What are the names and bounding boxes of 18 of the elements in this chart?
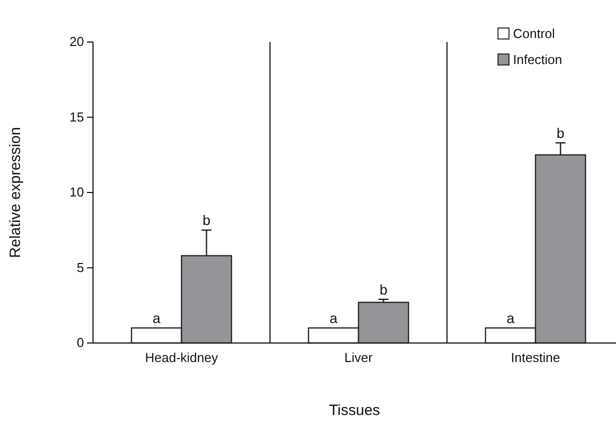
annotation: a <box>506 310 515 326</box>
annotation: b <box>556 124 565 141</box>
annotation: a <box>152 310 161 326</box>
annotation: b <box>380 281 388 298</box>
y-tick-label: 20 <box>70 34 84 50</box>
y-tick-label: 10 <box>70 184 84 200</box>
x-axis-title: Tissues <box>328 402 380 419</box>
x-tick-label: Intestine <box>510 350 560 366</box>
legend-label: Control <box>513 26 556 41</box>
x-tick-label: Head-kidney <box>145 350 218 366</box>
y-axis-title: Relative expression <box>7 127 24 258</box>
y-tick-label: 15 <box>70 109 84 124</box>
annotation: b <box>202 212 211 228</box>
y-tick-label: 0 <box>76 335 84 350</box>
x-tick-label: Liver <box>344 350 374 366</box>
annotation: a <box>330 310 338 326</box>
y-tick-label: 5 <box>76 260 84 275</box>
legend-label: Infection <box>513 52 562 67</box>
